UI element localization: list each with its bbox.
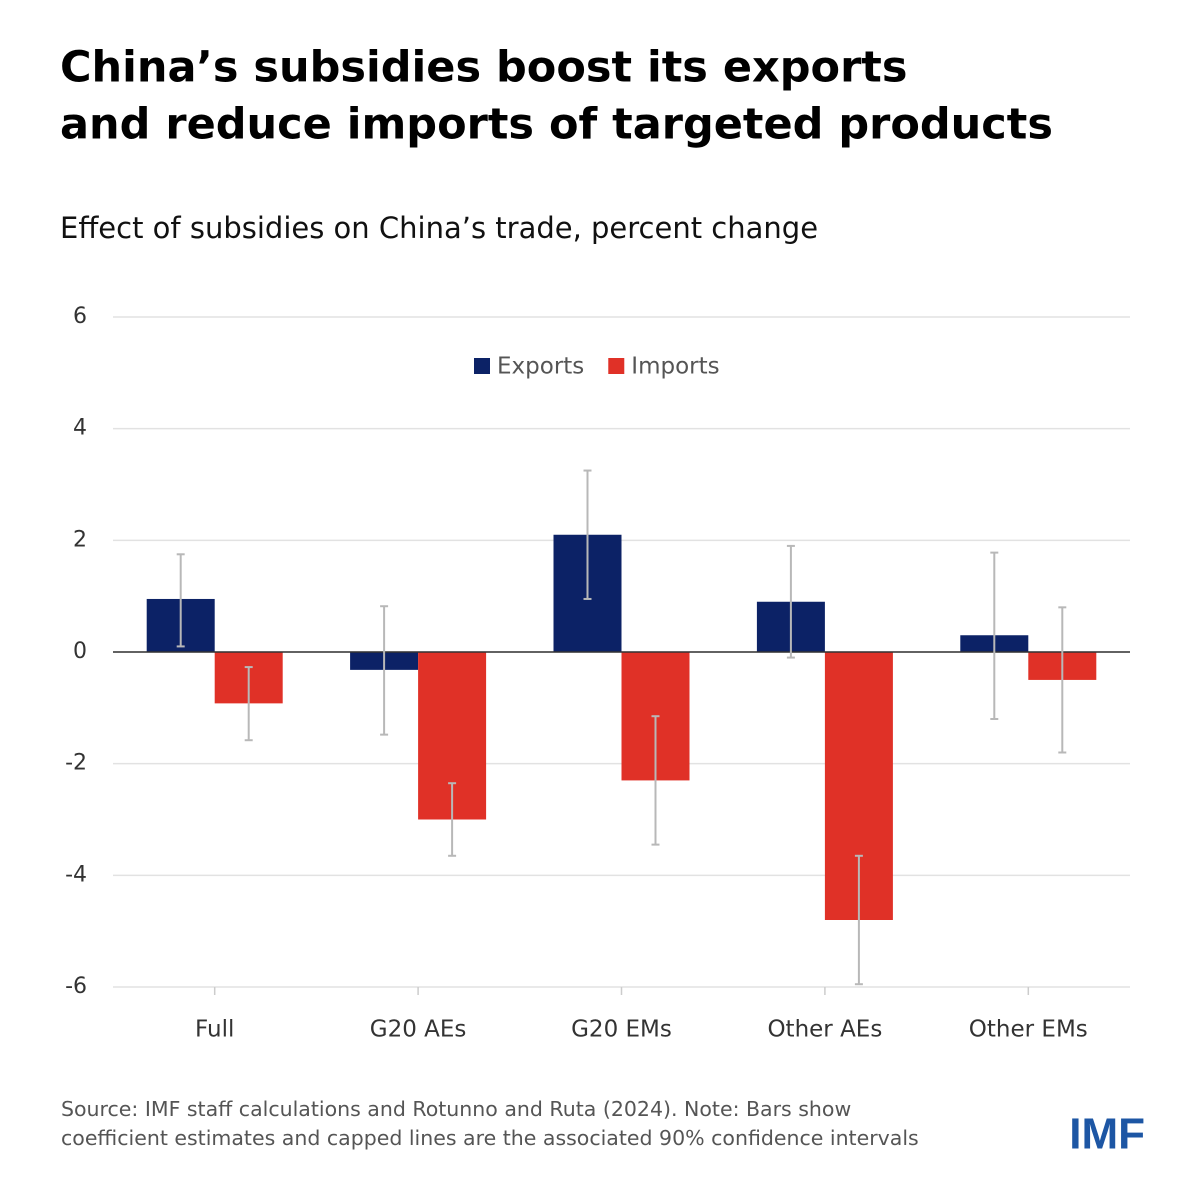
error-bar: [786, 544, 795, 659]
legend-label: Exports: [497, 354, 584, 380]
logo: IMF: [1069, 1110, 1145, 1159]
chart-title: and reduce imports of targeted products: [60, 100, 1053, 150]
error-bar: [990, 551, 999, 720]
y-tick-label: -2: [65, 751, 87, 776]
chart-subtitle: Effect of subsidies on China’s trade, pe…: [60, 211, 818, 245]
source-note: Source: IMF staff calculations and Rotun…: [61, 1097, 919, 1150]
legend-label: Imports: [631, 354, 719, 380]
error-bar: [244, 666, 253, 742]
y-tick-label: 6: [73, 304, 87, 329]
error-bar: [448, 782, 457, 857]
y-tick-label: -6: [65, 974, 87, 999]
y-tick-label: 2: [73, 527, 87, 552]
error-bar: [651, 715, 660, 846]
error-bar: [176, 553, 185, 648]
y-tick-label: 0: [73, 639, 87, 664]
x-tick-label: Other AEs: [767, 1017, 882, 1043]
y-tick-label: -4: [65, 862, 87, 887]
error-bar: [854, 854, 863, 986]
legend-swatch: [474, 358, 490, 374]
x-tick-label: G20 EMs: [571, 1017, 672, 1043]
y-tick-label: 4: [73, 416, 87, 441]
error-bar: [380, 605, 389, 736]
x-tick-label: G20 AEs: [370, 1017, 467, 1043]
error-bar: [1058, 606, 1067, 754]
x-tick-label: Full: [195, 1017, 234, 1043]
chart-title: China’s subsidies boost its exports: [60, 43, 907, 93]
error-bar: [583, 469, 592, 600]
x-tick-label: Other EMs: [969, 1017, 1088, 1043]
legend-swatch: [608, 358, 625, 374]
